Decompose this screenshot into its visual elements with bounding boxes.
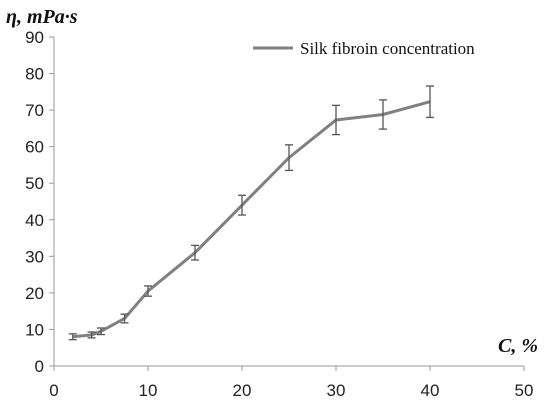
error-bar — [68, 333, 77, 341]
series-layer — [68, 85, 434, 341]
y-axis-title: η, mPa·s — [6, 6, 78, 28]
x-tick-label: 20 — [233, 381, 252, 400]
series-line — [72, 100, 431, 339]
error-bar — [97, 327, 105, 336]
y-tick-label: 10 — [25, 320, 44, 339]
y-tick-label: 80 — [25, 65, 44, 84]
y-tick-label: 90 — [25, 28, 44, 47]
x-tick-label: 40 — [421, 381, 440, 400]
error-bar — [120, 313, 129, 324]
x-tick-label: 50 — [515, 381, 534, 400]
error-bar — [285, 144, 293, 172]
legend: Silk fibroin concentration — [253, 39, 475, 58]
error-bar — [426, 85, 434, 119]
x-axis-ticks: 0 10 20 30 40 50 — [49, 366, 533, 400]
y-tick-label: 70 — [25, 101, 44, 120]
error-bar — [87, 331, 96, 339]
error-bar — [332, 104, 340, 136]
y-tick-label: 60 — [25, 138, 44, 157]
y-tick-label: 50 — [25, 174, 44, 193]
error-bar — [379, 99, 387, 130]
x-tick-label: 30 — [327, 381, 346, 400]
x-tick-label: 0 — [49, 381, 58, 400]
y-tick-label: 0 — [35, 357, 44, 376]
y-tick-label: 30 — [25, 247, 44, 266]
y-axis-ticks: 0 10 20 30 40 50 60 70 80 90 — [25, 28, 54, 376]
error-bar — [144, 285, 152, 297]
y-tick-label: 40 — [25, 211, 44, 230]
error-bar — [191, 244, 199, 261]
x-tick-label: 10 — [139, 381, 158, 400]
x-axis-title: C, % — [498, 335, 538, 357]
legend-label: Silk fibroin concentration — [300, 39, 475, 58]
error-bar — [238, 194, 246, 216]
y-tick-label: 20 — [25, 284, 44, 303]
